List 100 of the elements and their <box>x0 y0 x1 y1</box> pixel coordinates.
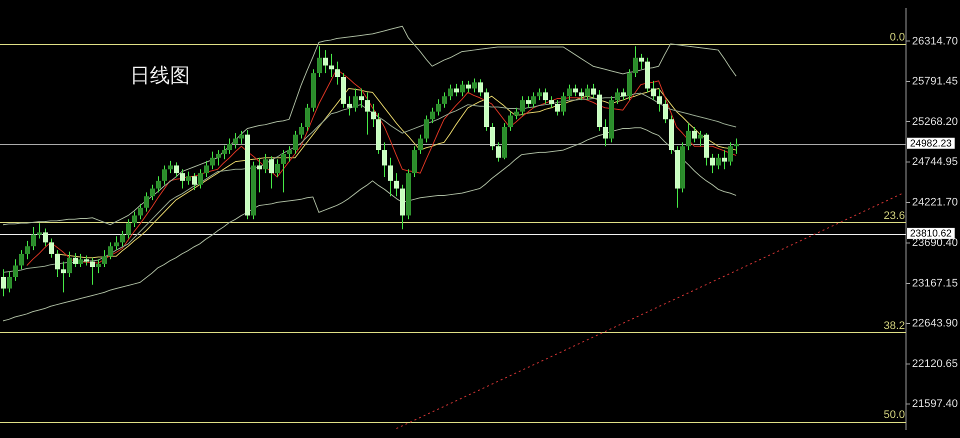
candlestick <box>43 228 48 247</box>
candlestick <box>168 160 173 174</box>
candlestick <box>335 61 340 86</box>
candlestick <box>442 92 447 108</box>
candlestick <box>114 236 119 251</box>
candlestick <box>61 261 66 293</box>
candlestick <box>639 53 644 70</box>
candlestick <box>526 96 531 108</box>
candlestick <box>514 107 519 120</box>
candlestick <box>591 83 596 98</box>
candlestick <box>365 92 370 136</box>
candlestick <box>472 78 477 93</box>
candlestick <box>49 238 54 258</box>
candlestick <box>25 240 30 260</box>
y-tick-label: 22120.65 <box>912 358 958 370</box>
candlestick <box>621 88 626 101</box>
candlestick <box>448 84 453 101</box>
candlestick <box>317 46 322 78</box>
candlestick <box>466 80 471 93</box>
candlestick <box>263 153 268 174</box>
candlestick <box>210 151 215 170</box>
candlestick <box>508 111 513 132</box>
annotation: 0.0 <box>890 31 905 44</box>
candlestick <box>561 92 566 116</box>
candlestick <box>615 88 620 104</box>
y-tick-label: 25791.45 <box>912 76 958 88</box>
candlestick <box>692 126 697 143</box>
candlestick <box>549 96 554 108</box>
y-tick-label: 24221.70 <box>912 196 958 208</box>
ref-line-label: 23810.62 <box>910 228 952 240</box>
candlestick <box>239 130 244 144</box>
annotation: 38.2 <box>884 320 905 332</box>
candlestick <box>19 250 24 270</box>
annotation: 50.0 <box>884 409 905 422</box>
y-tick-label: 26314.70 <box>912 35 958 48</box>
candlestick <box>394 172 399 197</box>
candlestick <box>269 156 274 190</box>
candlestick <box>627 68 632 101</box>
y-tick-label: 25268.20 <box>912 116 958 128</box>
candlestick <box>257 157 262 193</box>
candlestick <box>96 258 101 274</box>
candlestick <box>567 84 572 101</box>
candlestick <box>371 103 376 128</box>
candlestick <box>388 157 393 197</box>
candlestick <box>162 164 167 186</box>
candlestick <box>478 78 483 97</box>
candlestick <box>144 192 149 212</box>
candlestick <box>126 218 131 240</box>
candlestick <box>216 150 221 166</box>
candlestick <box>454 83 459 97</box>
candlestick <box>460 80 465 97</box>
candlestick <box>180 168 185 190</box>
candlestick <box>174 162 179 178</box>
candlestick <box>13 258 18 282</box>
candlestick <box>90 257 95 286</box>
candlestick <box>716 153 721 170</box>
candlestick <box>496 142 501 162</box>
candlestick <box>531 92 536 108</box>
candlestick <box>573 84 578 97</box>
y-tick-label: 23167.15 <box>912 277 958 290</box>
candlestick <box>490 122 495 151</box>
candlestick <box>293 130 298 154</box>
candlestick <box>233 132 238 150</box>
candlestick <box>359 88 364 108</box>
candlestick <box>585 84 590 101</box>
candlestick <box>186 171 191 186</box>
candlestick <box>579 88 584 101</box>
candlestick <box>722 150 727 170</box>
candlestick <box>120 230 125 247</box>
candlestick <box>299 122 304 140</box>
candlestick <box>418 134 423 154</box>
candlestick <box>1 268 6 297</box>
candlestick <box>102 250 107 268</box>
candlestick <box>698 130 703 147</box>
candlestick <box>78 253 83 268</box>
candlestick <box>150 184 155 201</box>
text: 日线图 <box>130 64 190 89</box>
candlestick <box>537 88 542 101</box>
candlestick <box>651 80 656 101</box>
candlestick <box>192 172 197 191</box>
annotation: 23.6 <box>884 210 905 222</box>
candlestick <box>430 107 435 124</box>
candlestick <box>281 150 286 193</box>
candlestick <box>222 144 227 160</box>
candlestick <box>704 132 709 166</box>
candlestick <box>275 158 280 178</box>
candlestick <box>305 103 310 132</box>
candlestick <box>204 160 209 178</box>
candlestick <box>728 142 733 166</box>
candlestick <box>555 100 560 116</box>
candlestick <box>73 252 78 268</box>
candlestick <box>686 122 691 151</box>
candlestick <box>603 118 608 147</box>
y-tick-label: 21597.40 <box>912 398 958 410</box>
candlestick <box>520 96 525 116</box>
candlestick <box>7 271 12 293</box>
y-tick-label: 22643.90 <box>912 318 958 330</box>
candlestick <box>287 146 292 162</box>
candlestick <box>227 138 232 154</box>
candlestick <box>132 211 137 228</box>
